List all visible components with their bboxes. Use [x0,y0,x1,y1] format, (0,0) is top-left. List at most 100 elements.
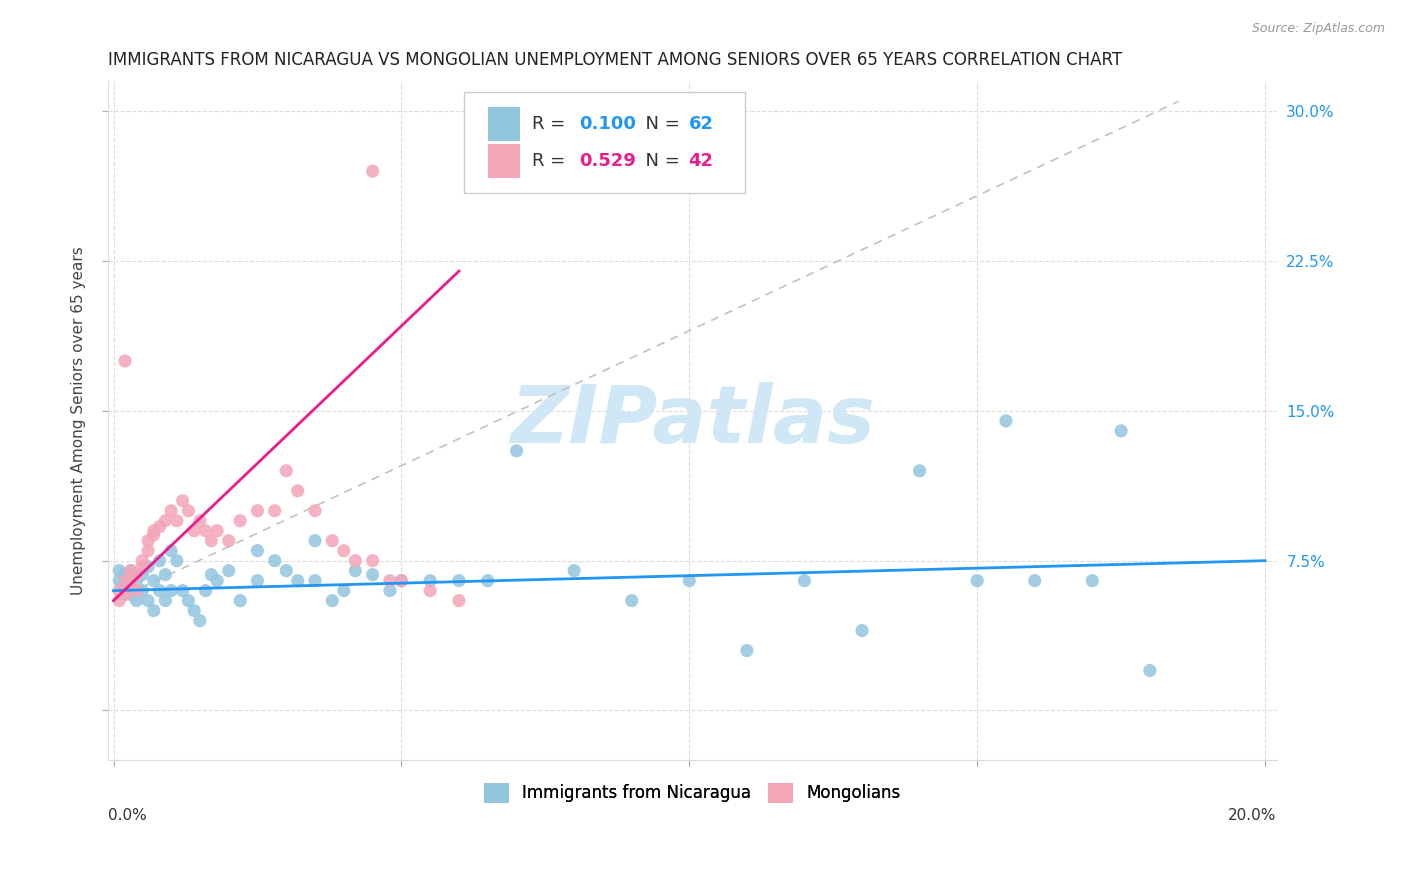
Point [120,574,142,588]
Point [304,574,326,588]
Point [108,583,131,598]
Point [142,574,165,588]
Point [263,554,285,568]
Point [120,588,142,602]
FancyBboxPatch shape [464,92,745,194]
Point [1081,574,1104,588]
Point [361,567,384,582]
Point [155,567,177,582]
Point [125,567,148,582]
Point [287,574,309,588]
Point [851,624,873,638]
Text: R =: R = [531,152,571,169]
Point [108,564,131,578]
Point [114,574,136,588]
Text: ZIPatlas: ZIPatlas [509,382,875,460]
Point [321,533,343,548]
Point [966,574,988,588]
Point [188,614,211,628]
Point [200,567,222,582]
Point [172,583,194,598]
Point [177,593,200,607]
Point [793,574,815,588]
Point [142,527,165,541]
Point [205,524,228,538]
Text: 0.529: 0.529 [579,152,636,169]
Point [160,504,183,518]
Text: Source: ZipAtlas.com: Source: ZipAtlas.com [1251,22,1385,36]
Point [229,514,252,528]
Point [419,583,441,598]
Point [344,554,367,568]
Point [378,583,401,598]
Point [1109,424,1132,438]
Point [108,574,131,588]
Point [477,574,499,588]
Point [333,543,356,558]
Point [246,574,269,588]
Point [131,567,153,582]
Point [735,643,758,657]
Point [908,464,931,478]
Text: 42: 42 [689,152,714,169]
Text: 20.0%: 20.0% [1229,808,1277,823]
Point [200,533,222,548]
Point [160,583,183,598]
Point [125,593,148,607]
Point [276,464,298,478]
Point [287,483,309,498]
Point [172,493,194,508]
FancyBboxPatch shape [488,144,520,178]
Point [194,524,217,538]
Text: N =: N = [634,115,685,133]
Point [194,583,217,598]
Point [120,564,142,578]
FancyBboxPatch shape [488,107,520,141]
Point [994,414,1017,428]
Point [114,574,136,588]
Point [321,593,343,607]
Point [142,604,165,618]
Point [447,593,470,607]
Point [361,164,384,178]
Point [149,583,172,598]
Text: 0.0%: 0.0% [108,808,146,823]
Point [142,524,165,538]
Point [378,574,401,588]
Point [389,574,412,588]
Point [131,559,153,574]
Point [166,554,188,568]
Point [447,574,470,588]
Point [246,504,269,518]
Point [136,593,159,607]
Point [131,554,153,568]
Text: IMMIGRANTS FROM NICARAGUA VS MONGOLIAN UNEMPLOYMENT AMONG SENIORS OVER 65 YEARS : IMMIGRANTS FROM NICARAGUA VS MONGOLIAN U… [108,51,1122,69]
Point [188,514,211,528]
Point [160,543,183,558]
Text: 62: 62 [689,115,714,133]
Point [361,554,384,568]
Point [183,604,205,618]
Point [114,567,136,582]
Point [562,564,585,578]
Point [166,514,188,528]
Point [136,533,159,548]
Point [333,583,356,598]
Point [125,583,148,598]
Point [304,533,326,548]
Text: 0.100: 0.100 [579,115,636,133]
Point [218,564,240,578]
Point [205,574,228,588]
Point [1024,574,1046,588]
Point [276,564,298,578]
Point [218,533,240,548]
Point [1139,664,1161,678]
Point [136,543,159,558]
Text: N =: N = [634,152,685,169]
Text: R =: R = [531,115,571,133]
Point [389,574,412,588]
Point [505,443,527,458]
Point [125,574,148,588]
Y-axis label: Unemployment Among Seniors over 65 years: Unemployment Among Seniors over 65 years [72,246,86,595]
Point [177,504,200,518]
